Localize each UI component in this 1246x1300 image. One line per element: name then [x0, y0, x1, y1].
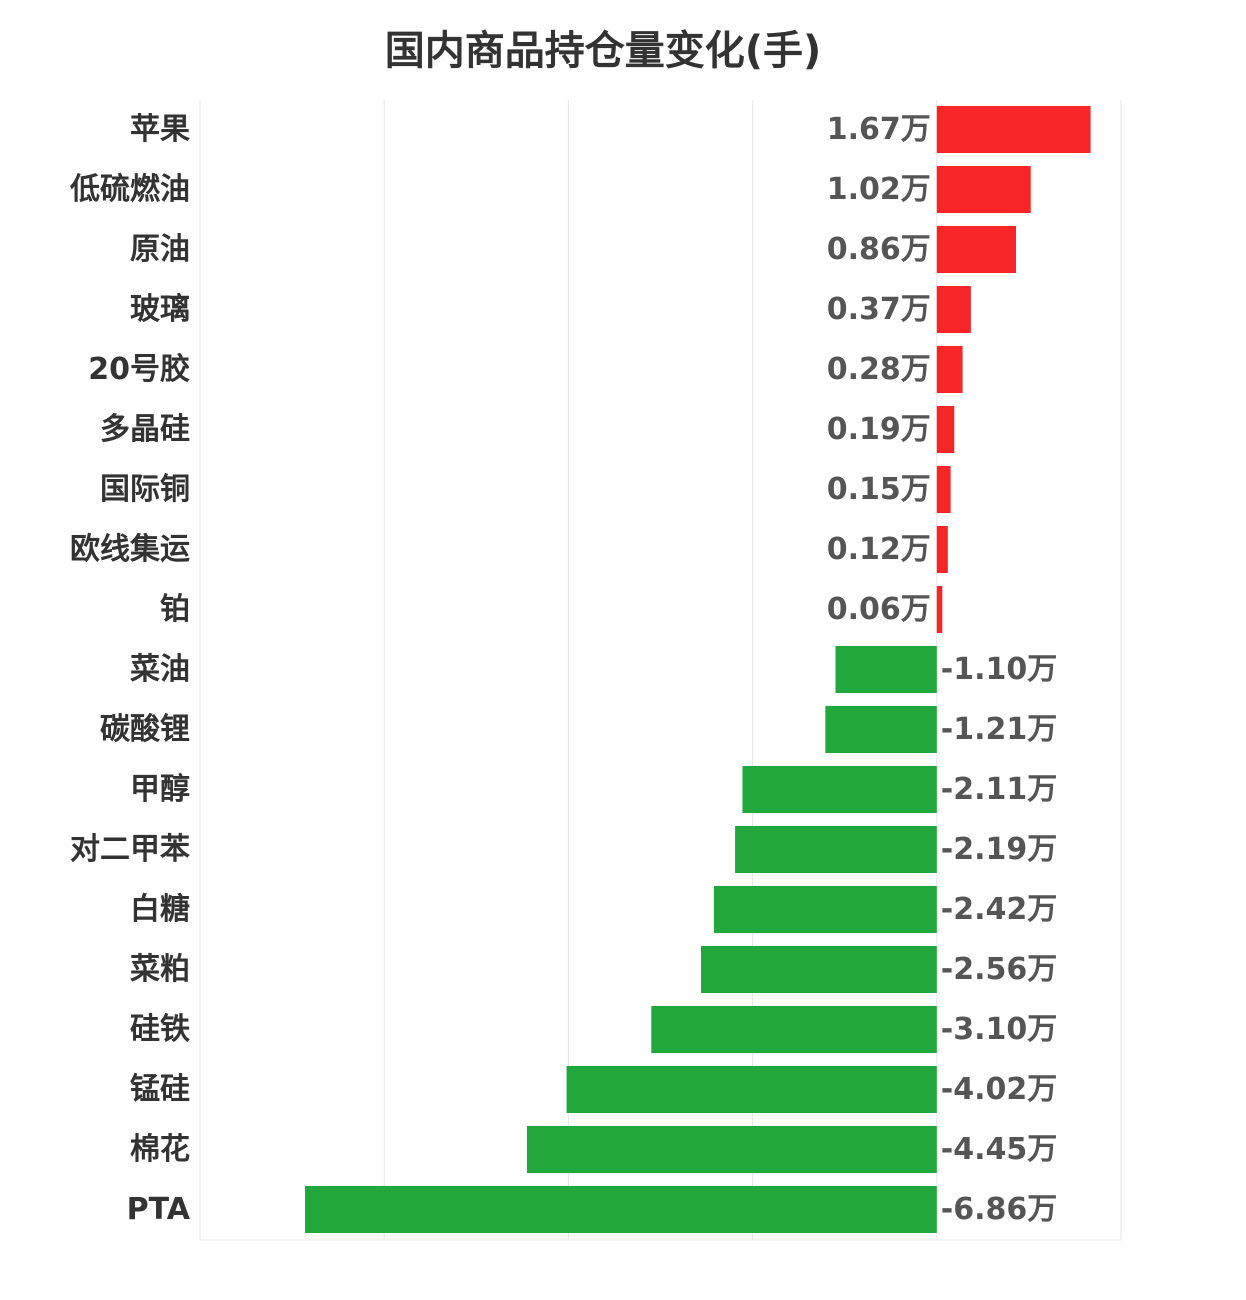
value-label: -2.11万 [941, 772, 1057, 807]
value-label: -3.10万 [941, 1012, 1057, 1047]
bar [936, 226, 1017, 273]
value-label: 0.12万 [827, 532, 931, 567]
category-label: 硅铁 [130, 1012, 190, 1047]
bar [825, 706, 937, 753]
category-label: 原油 [130, 232, 190, 267]
bar [651, 1006, 937, 1053]
value-label: -1.21万 [941, 712, 1057, 747]
value-label: 0.37万 [827, 292, 931, 327]
category-label: 多晶硅 [100, 412, 190, 447]
bar [735, 826, 937, 873]
bar [835, 646, 937, 693]
value-label: 0.28万 [827, 352, 931, 387]
category-label: 玻璃 [130, 292, 190, 327]
bar [936, 106, 1091, 153]
category-label: 欧线集运 [70, 532, 190, 567]
value-label: -4.02万 [941, 1072, 1057, 1107]
category-label: 菜粕 [130, 952, 190, 987]
value-label: -2.42万 [941, 892, 1057, 927]
bar [936, 586, 943, 633]
value-label: 1.02万 [827, 172, 931, 207]
chart-title: 国内商品持仓量变化(手) [384, 28, 822, 74]
value-label: -2.56万 [941, 952, 1057, 987]
value-label: -1.10万 [941, 652, 1057, 687]
category-label: 20号胶 [88, 352, 190, 387]
category-label: 苹果 [130, 112, 190, 147]
bar [936, 346, 963, 393]
bar [742, 766, 937, 813]
value-label: 0.15万 [827, 472, 931, 507]
bar [701, 946, 937, 993]
category-label: 菜油 [130, 652, 190, 687]
category-label: 对二甲苯 [70, 832, 190, 867]
category-label: 棉花 [130, 1132, 190, 1167]
bar [936, 466, 951, 513]
value-label: 1.67万 [827, 112, 931, 147]
bar [936, 406, 955, 453]
category-label: 国际铜 [100, 472, 190, 507]
bar [304, 1186, 937, 1233]
value-label: -6.86万 [941, 1192, 1057, 1227]
bar [936, 526, 948, 573]
value-label: 0.86万 [827, 232, 931, 267]
bar [936, 166, 1031, 213]
bar [566, 1066, 937, 1113]
value-label: 0.19万 [827, 412, 931, 447]
category-label: 白糖 [130, 892, 190, 927]
category-label: 碳酸锂 [100, 712, 190, 747]
category-label: 锰硅 [130, 1072, 190, 1107]
value-label: -2.19万 [941, 832, 1057, 867]
category-label: PTA [127, 1192, 191, 1227]
category-label: 甲醇 [130, 772, 190, 807]
category-label: 低硫燃油 [69, 172, 190, 207]
bar [713, 886, 937, 933]
category-label: 铂 [160, 592, 190, 627]
bar [526, 1126, 937, 1173]
value-label: -4.45万 [941, 1132, 1057, 1167]
bar [936, 286, 971, 333]
value-label: 0.06万 [827, 592, 931, 627]
